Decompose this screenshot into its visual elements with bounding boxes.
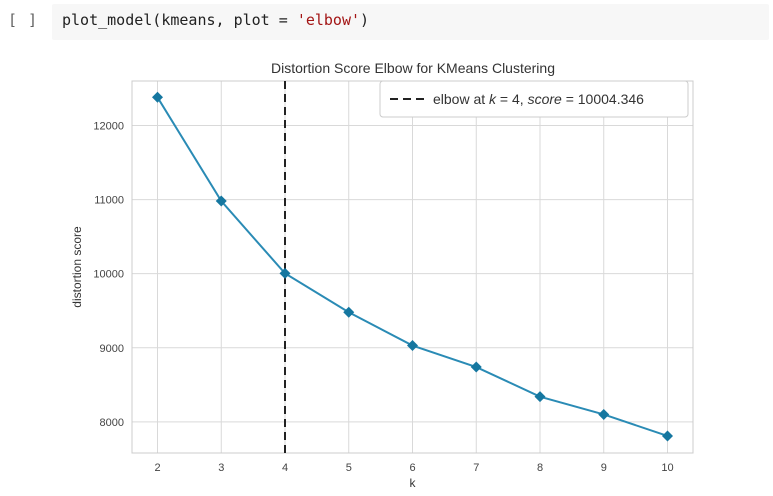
grid	[132, 81, 693, 453]
cell-output: Distortion Score Elbow for KMeans Cluste…	[0, 48, 773, 491]
x-tick-label: 3	[218, 462, 224, 474]
data-point	[215, 195, 227, 207]
x-tick-label: 8	[537, 462, 543, 474]
code-close-paren: )	[360, 11, 370, 29]
x-tick-label: 2	[154, 462, 160, 474]
data-point	[534, 391, 546, 403]
tick-labels: 2 3 4 5 6 7 8 9 10 8000 9000 10000 11000 12000	[93, 120, 673, 474]
data-point	[343, 306, 355, 318]
y-tick-label: 10000	[93, 269, 124, 281]
y-tick-label: 9000	[100, 343, 124, 355]
y-tick-label: 8000	[100, 417, 124, 429]
x-axis-label: k	[410, 476, 417, 490]
x-tick-label: 4	[282, 462, 288, 474]
data-point	[662, 430, 673, 442]
code-line: plot_model(kmeans, plot = 'elbow')	[62, 11, 369, 29]
elbow-chart: Distortion Score Elbow for KMeans Cluste…	[70, 60, 694, 490]
legend-label: elbow at k = 4, score = 10004.346	[433, 91, 644, 107]
series	[152, 91, 673, 442]
x-tick-label: 10	[661, 462, 673, 474]
code-call: plot_model(kmeans, plot =	[62, 11, 297, 29]
data-point	[152, 91, 163, 103]
y-tick-label: 11000	[94, 195, 124, 207]
x-tick-label: 6	[409, 462, 415, 474]
data-point	[598, 408, 610, 420]
x-tick-label: 9	[601, 462, 607, 474]
code-editor[interactable]: plot_model(kmeans, plot = 'elbow')	[52, 4, 769, 40]
chart-title: Distortion Score Elbow for KMeans Cluste…	[271, 60, 555, 76]
y-tick-label: 12000	[93, 120, 124, 132]
code-string-arg: 'elbow'	[296, 11, 361, 29]
data-point	[470, 361, 482, 373]
legend-box	[379, 80, 689, 118]
x-tick-label: 5	[346, 462, 352, 474]
y-axis-label: distortion score	[70, 226, 84, 308]
data-point	[279, 267, 291, 279]
x-tick-label: 7	[473, 462, 479, 474]
data-point	[407, 340, 418, 352]
run-cell-button[interactable]: [ ]	[8, 11, 39, 29]
legend: elbow at k = 4, score = 10004.346	[379, 80, 689, 118]
